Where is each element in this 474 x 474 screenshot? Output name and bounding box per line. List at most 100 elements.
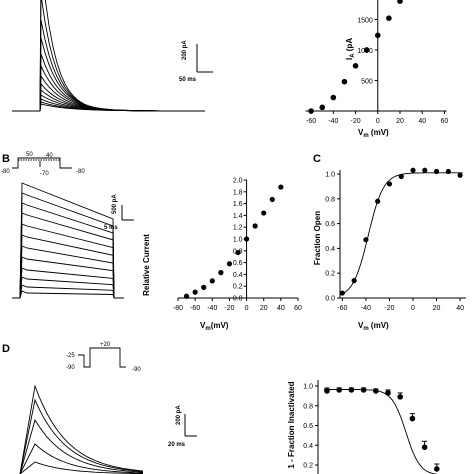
protocol-d-v1: -25 — [66, 353, 75, 359]
panel-b-xtick-label: 40 — [277, 305, 285, 312]
panel-a-xtick-label: 0 — [376, 118, 380, 125]
panel-b-ytick-label: 1.4 — [233, 213, 243, 220]
trace-d — [19, 443, 144, 474]
panel-b-protocol: 50 40 -70 -80 -80 — [1, 152, 85, 177]
protocol-b-v3: -70 — [40, 171, 49, 177]
panel-b-scale-bar: 500 pA 5 ms — [104, 194, 134, 231]
panel-d-data-point — [348, 387, 355, 393]
panel-b-xtick-label: 20 — [260, 305, 268, 312]
panel-b-data-point — [218, 270, 224, 276]
panel-d-data-point — [385, 390, 391, 396]
panel-c-data-point — [386, 181, 393, 187]
panel-c-data-point — [398, 173, 404, 180]
scale-bar-a-current: 200 pA — [182, 40, 188, 60]
panel-a-data-point — [330, 94, 337, 101]
panel-b-data-point — [226, 261, 233, 267]
panel-b-relative-current-plot: -80-60-40-2002040600.00.20.40.60.81.01.2… — [173, 178, 302, 313]
scale-bar-b-time: 5 ms — [104, 225, 118, 231]
protocol-d-hold-right: -90 — [132, 367, 141, 373]
panel-d-data-point — [397, 394, 404, 400]
panel-d-inactivation-plot: 0.2 0.4 0.6 0.8 1.0 — [303, 380, 440, 474]
panel-b-ylabel: Relative Current — [142, 234, 151, 296]
panel-d-data-point — [373, 388, 379, 394]
panel-a-data-point — [308, 108, 314, 114]
panel-d-traces — [19, 384, 144, 474]
panel-c-ylabel: Fraction Open — [313, 211, 322, 265]
panel-d-label: D — [2, 343, 10, 355]
panel-a-traces — [12, 0, 205, 112]
scale-bar-a-time: 50 ms — [179, 77, 197, 83]
panel-c-data-point — [457, 172, 463, 178]
panel-b-data-point — [201, 284, 207, 290]
panel-c-label: C — [313, 153, 321, 165]
trace-b — [12, 182, 124, 299]
panel-b-ytick-label: 0.6 — [233, 260, 243, 267]
panel-a-data-point — [386, 15, 392, 21]
panel-c-data-point — [363, 237, 369, 243]
panel-a-data-point — [374, 32, 381, 39]
trace-d — [19, 398, 144, 474]
panel-c-fraction-open-plot: -60 -40 -20 0 20 40 0.0 0.2 0.4 0.6 0.8 1.0 — [325, 167, 466, 312]
panel-b-ytick-label: 1.2 — [233, 225, 243, 232]
panel-c-ytick-label: 0.8 — [325, 196, 335, 203]
panel-b-ytick-label: 0.4 — [233, 272, 243, 279]
panel-c-data-point — [375, 198, 381, 204]
panel-d-fit-curve — [324, 389, 439, 474]
panel-a-data-point — [363, 47, 370, 53]
panel-b-ytick-label: 0.2 — [233, 284, 243, 291]
panel-b-xlabel: Vm(mV) — [200, 321, 229, 332]
trace-d — [19, 461, 144, 474]
panel-a-xlabel: Vm (mV) — [358, 128, 389, 139]
panel-c-data-point — [339, 290, 345, 296]
protocol-d-v2: -90 — [66, 365, 75, 371]
panel-c-xtick-label: -20 — [384, 305, 394, 312]
panel-a-xtick-label: 60 — [441, 118, 449, 125]
panel-b-data-point — [269, 196, 275, 203]
panel-c-xtick-label: 0 — [411, 305, 415, 312]
panel-a-ylabel: IA (pA — [345, 38, 356, 60]
panel-b-data-point — [235, 249, 241, 256]
panel-a-xtick-label: 20 — [396, 118, 404, 125]
panel-a-xtick-label: 40 — [418, 118, 426, 125]
trace-d — [19, 418, 144, 474]
panel-b-ytick-label: 1.8 — [233, 189, 243, 196]
panel-c-ytick-label: 0.0 — [325, 296, 335, 303]
panel-b-xtick-label: -40 — [207, 305, 217, 312]
protocol-b-v2: 40 — [46, 153, 53, 159]
panel-d-data-point — [434, 466, 440, 472]
protocol-b-hold-right: -80 — [76, 169, 85, 175]
panel-b-data-point — [192, 289, 198, 295]
panel-a-xtick-label: -20 — [350, 118, 360, 125]
panel-b-data-point — [183, 293, 190, 299]
panel-b-ytick-label: 1.0 — [233, 237, 243, 244]
panel-c-xtick-label: 40 — [456, 305, 464, 312]
trace-b — [12, 202, 124, 299]
panel-b-data-point — [209, 278, 215, 284]
panel-b-data-point — [261, 210, 267, 216]
panel-a-ytick-label: 500 — [361, 78, 373, 85]
panel-d-data-point — [421, 444, 428, 451]
panel-a-xtick-label: -60 — [306, 118, 316, 125]
panel-d-ytick-label: 0.2 — [303, 463, 313, 470]
panel-c-ytick-label: 0.6 — [325, 221, 335, 228]
panel-c-data-point — [351, 278, 357, 284]
panel-b-xtick-label: 60 — [294, 305, 302, 312]
panel-a-data-point — [352, 63, 359, 69]
protocol-d-test: +20 — [100, 342, 111, 348]
panel-c-data-point — [433, 168, 440, 175]
protocol-b-hold-left: -80 — [1, 169, 10, 175]
panel-b-data-point — [243, 236, 250, 242]
panel-a-data-point — [341, 78, 348, 85]
panel-d-scale-bar: 200 pA 20 ms — [168, 405, 197, 448]
panel-b-traces — [12, 182, 124, 299]
panel-a-xtick-label: -40 — [328, 118, 338, 125]
panel-b-xtick-label: -20 — [224, 305, 234, 312]
panel-a-data-point — [319, 104, 326, 111]
panel-c-xtick-label: 20 — [433, 305, 441, 312]
trace-d — [19, 384, 144, 474]
panel-d-protocol: -25 -90 +20 -90 — [66, 342, 141, 373]
panel-b-label: B — [2, 153, 10, 165]
panel-b-ytick-label: 2.0 — [233, 178, 243, 185]
panel-b-data-point — [278, 184, 284, 190]
